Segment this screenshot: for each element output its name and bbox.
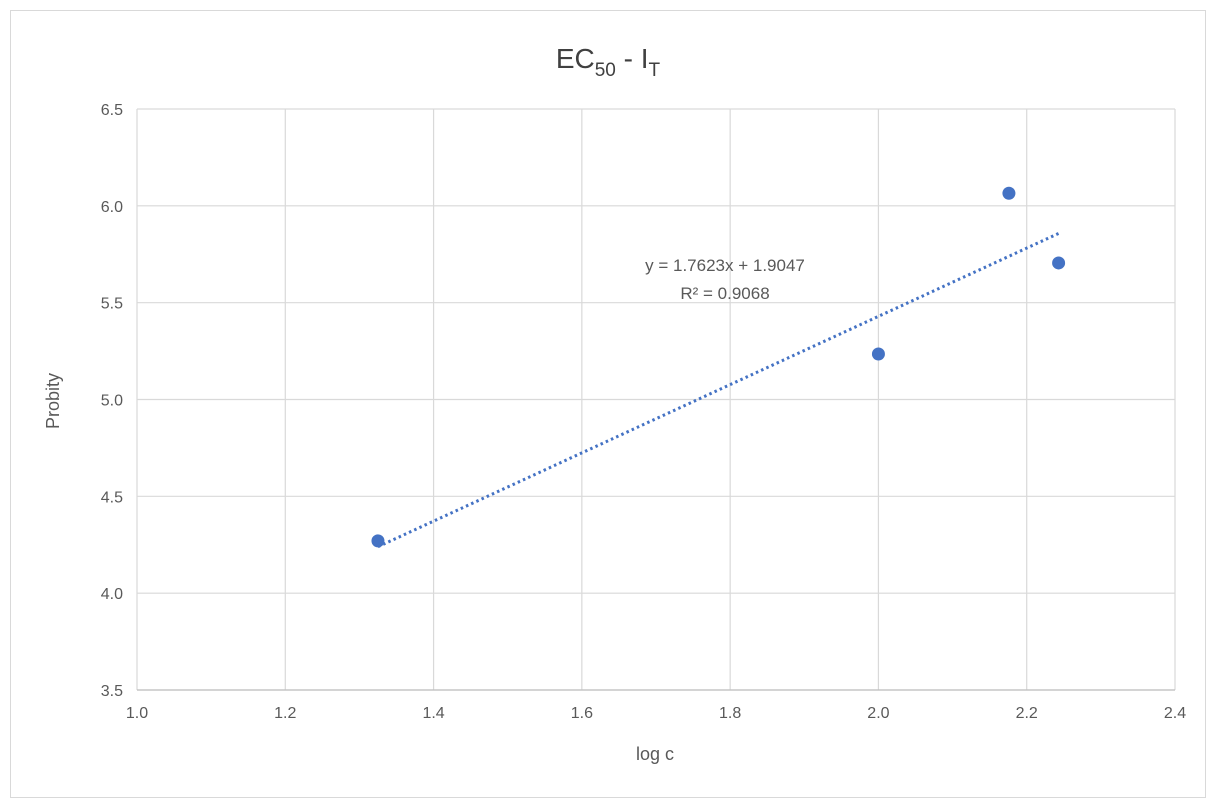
y-tick-label: 4.0 [101, 586, 123, 603]
x-tick-label: 2.2 [1016, 705, 1038, 722]
data-points [371, 186, 1066, 548]
tick-labels: 1.0 1.2 1.4 1.6 1.8 2.0 2.2 2.4 3.5 4.0 4.5 5.0 5.5 6… [101, 102, 1186, 722]
x-tick-label: 2.4 [1164, 705, 1186, 722]
y-tick-label: 6.5 [101, 102, 123, 119]
x-axis-title: log c [636, 744, 674, 764]
chart-svg: EC50 - IT 1.0 1.2 1.4 1.6 1.8 2.0 2.2 2.4 3.5 4.0… [43, 43, 1186, 764]
x-tick-label: 1.0 [126, 705, 148, 722]
chart-title-main-sub: 50 [595, 60, 616, 81]
y-axis-title: Probity [43, 373, 63, 429]
y-tick-label: 6.0 [101, 199, 123, 216]
chart-title: EC50 - IT [556, 43, 661, 81]
data-point [871, 347, 885, 361]
chart-title-main: EC [556, 43, 595, 74]
x-tick-label: 1.6 [571, 705, 593, 722]
data-point [371, 534, 385, 548]
data-point [1002, 186, 1016, 200]
x-tick-label: 2.0 [867, 705, 889, 722]
data-point [1052, 256, 1066, 270]
chart-title-separator: - I [616, 43, 649, 74]
trendline-equation: y = 1.7623x + 1.9047 [645, 256, 805, 275]
x-tick-label: 1.4 [422, 705, 444, 722]
chart-frame: EC50 - IT 1.0 1.2 1.4 1.6 1.8 2.0 2.2 2.4 3.5 4.0… [10, 10, 1206, 798]
gridlines [136, 108, 1176, 691]
trendline [377, 232, 1060, 549]
y-tick-label: 4.5 [101, 489, 123, 506]
chart-title-separator-sub: T [649, 60, 661, 81]
y-tick-label: 5.0 [101, 393, 123, 410]
y-tick-label: 5.5 [101, 296, 123, 313]
y-tick-label: 3.5 [101, 683, 123, 700]
trendline-layer [377, 232, 1060, 549]
trendline-r-squared: R² = 0.9068 [680, 284, 769, 303]
x-tick-label: 1.2 [274, 705, 296, 722]
x-tick-label: 1.8 [719, 705, 741, 722]
